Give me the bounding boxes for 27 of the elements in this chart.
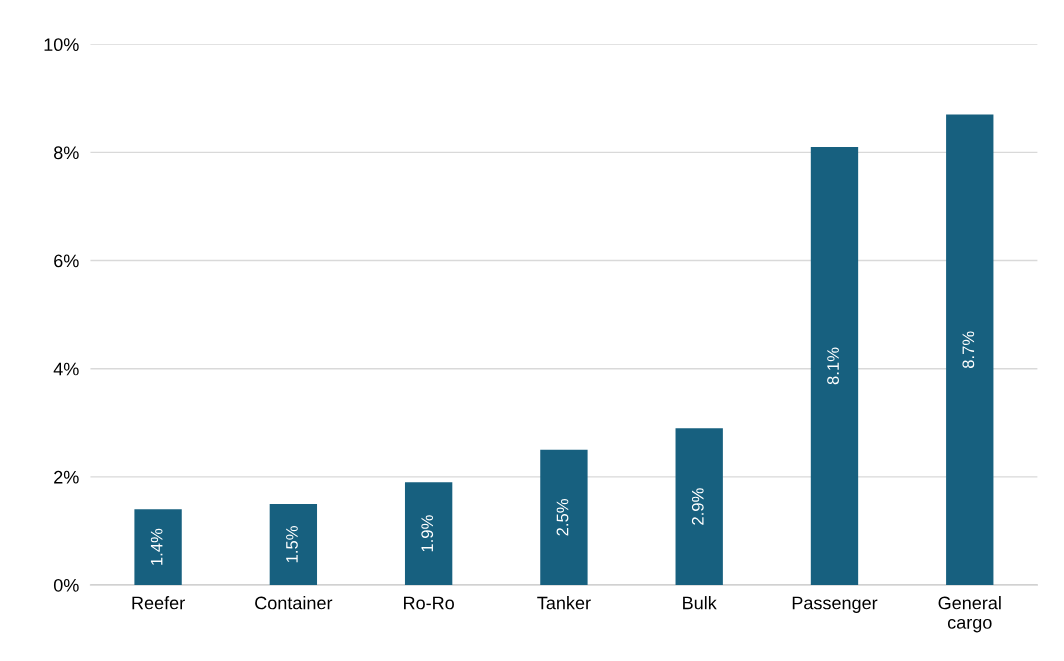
- bar: [540, 449, 588, 585]
- data-label: 1.5%: [286, 526, 298, 563]
- x-tick-label: Container: [255, 596, 333, 610]
- bar: [675, 428, 723, 585]
- y-tick-label: 6%: [54, 254, 79, 268]
- x-tick-label: Passenger: [792, 596, 878, 613]
- x-tick-label: Ro-Ro: [404, 596, 454, 610]
- x-tick-label: Bulk: [683, 596, 717, 610]
- x-tick-label: Reefer: [132, 596, 185, 610]
- data-label: 8.1%: [827, 347, 839, 385]
- x-tick-label: General cargo: [938, 596, 1001, 633]
- y-tick-label: 10%: [44, 38, 79, 52]
- bar: [269, 503, 318, 585]
- bar: [404, 482, 453, 585]
- bar: [946, 114, 994, 585]
- data-label: 1.9%: [421, 515, 434, 552]
- data-label: 2.9%: [691, 488, 704, 525]
- data-label: 1.4%: [150, 528, 163, 565]
- y-tick-label: 0%: [53, 578, 79, 592]
- y-tick-label: 4%: [53, 362, 79, 376]
- y-tick-label: 2%: [54, 470, 79, 484]
- data-label: 8.7%: [962, 331, 975, 369]
- bar: [810, 147, 859, 585]
- y-tick-label: 8%: [54, 146, 79, 160]
- x-tick-label: Tanker: [537, 596, 591, 610]
- bar: [134, 509, 182, 585]
- data-label: 2.5%: [556, 499, 569, 536]
